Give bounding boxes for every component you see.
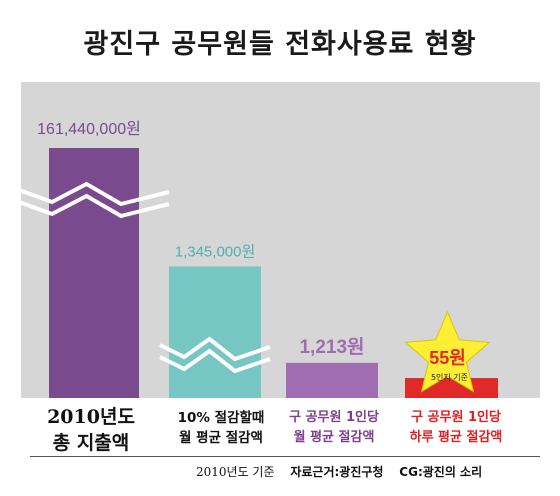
value-label-2: 1,213원 — [299, 336, 364, 358]
value-label-0: 161,440,000원 — [37, 120, 141, 138]
footer-credit: CG:광진의 소리 — [399, 465, 483, 479]
value-label-3: 55원 — [429, 348, 466, 368]
axis-break-0-upper — [18, 181, 170, 207]
value-label-1: 1,345,000원 — [175, 243, 256, 260]
bar-1 — [169, 266, 261, 398]
category-label-3: 구 공무원 1인당 하루 평균 절감액 — [392, 408, 520, 448]
footer-basis: 2010년도 기준 — [196, 465, 275, 479]
star-shape — [404, 310, 491, 393]
category-label-1: 10% 절감할때 월 평균 절감액 — [160, 408, 282, 448]
star-note: 5인지 기준 — [431, 372, 468, 382]
bar-2 — [286, 362, 378, 398]
chart-title: 광진구 공무원들 전화사용료 현황 — [83, 29, 477, 60]
bar-0 — [49, 148, 139, 398]
footer: 2010년도 기준 자료근거:광진구청 CG:광진의 소리 — [196, 463, 482, 480]
category-label-0-line-2: 총 지출액 — [52, 432, 130, 454]
footer-divider — [30, 456, 540, 457]
category-label-2-line-1: 구 공무원 1인당 — [289, 410, 379, 425]
category-label-1-line-2: 월 평균 절감액 — [179, 430, 263, 446]
category-label-2-line-2: 월 평균 절감액 — [293, 430, 375, 445]
category-label-1-line-1: 10% 절감할때 — [177, 410, 265, 426]
axis-break-1-lower — [159, 348, 271, 374]
category-label-3-line-1: 구 공무원 1인당 — [411, 410, 501, 425]
axis-break-0-lower — [18, 193, 170, 219]
category-label-0-line-1: 2010년도 — [47, 406, 135, 428]
category-label-3-line-2: 하루 평균 절감액 — [409, 430, 503, 445]
footer-source: 자료근거:광진구청 — [290, 465, 384, 479]
category-label-0: 2010년도 총 지출액 — [21, 404, 161, 456]
category-label-2: 구 공무원 1인당 월 평균 절감액 — [278, 408, 390, 448]
axis-break-1-upper — [159, 336, 271, 362]
